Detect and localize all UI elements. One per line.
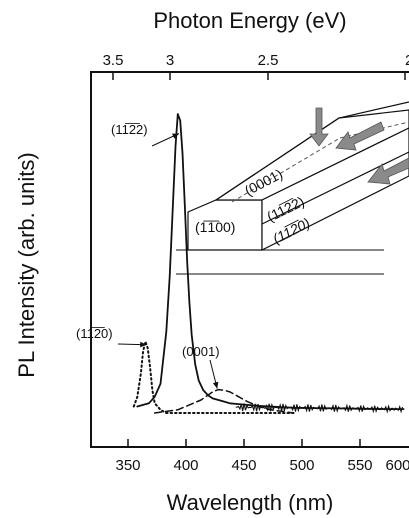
inset-block-side-face [261, 127, 409, 251]
x-tick-label-550: 550 [347, 457, 372, 474]
annotation-label-0: (11̅2̅2) [111, 122, 148, 137]
x-axis-title: Wavelength (nm) [167, 490, 334, 515]
annotation-label-2: (0001) [182, 344, 220, 359]
excitation-arrow-bottom-icon [367, 157, 409, 185]
x-tick-label-600: 600 [385, 457, 409, 474]
annotation-label-1: (11̅2̅0) [76, 326, 113, 341]
annotation-arrowhead-0 [172, 133, 179, 139]
top-axis-title: Photon Energy (eV) [153, 8, 346, 33]
excitation-arrow-top-icon [309, 107, 329, 147]
top-axis: 3.5 3 2.5 2 [103, 52, 409, 80]
series-line-dotted [132, 340, 295, 414]
series-line-solid [136, 113, 405, 410]
top-tick-label-2-5: 2.5 [258, 52, 279, 69]
top-tick-label-2: 2 [405, 52, 409, 69]
plot-frame [90, 71, 409, 448]
y-axis-title: PL Intensity (arb. units) [14, 152, 39, 377]
x-tick-label-400: 400 [173, 457, 198, 474]
series-noise-tail [235, 402, 404, 414]
excitation-arrow-middle-icon [335, 121, 385, 151]
x-tick-label-350: 350 [115, 457, 140, 474]
facet-inset: (0001) (11̅2̅2) (11̅2̅0) (1̅1̅00) [176, 101, 409, 275]
annotation-layer: (11̅2̅2) (11̅2̅0) (0001) [76, 122, 220, 389]
top-tick-label-3-5: 3.5 [103, 52, 124, 69]
annotation-arrowhead-2 [212, 381, 219, 389]
series-layer [132, 113, 405, 414]
x-tick-label-500: 500 [289, 457, 314, 474]
inset-block-upper-top [215, 101, 409, 201]
annotation-arrowhead-1 [140, 341, 147, 348]
top-tick-label-3: 3 [166, 52, 174, 69]
x-axis: 350 400 450 500 550 600 [115, 439, 409, 474]
series-line-dashed [153, 388, 295, 414]
inset-facet-edge [261, 151, 409, 225]
x-tick-label-450: 450 [231, 457, 256, 474]
facet-label-1-100: (1̅1̅00) [195, 219, 235, 235]
